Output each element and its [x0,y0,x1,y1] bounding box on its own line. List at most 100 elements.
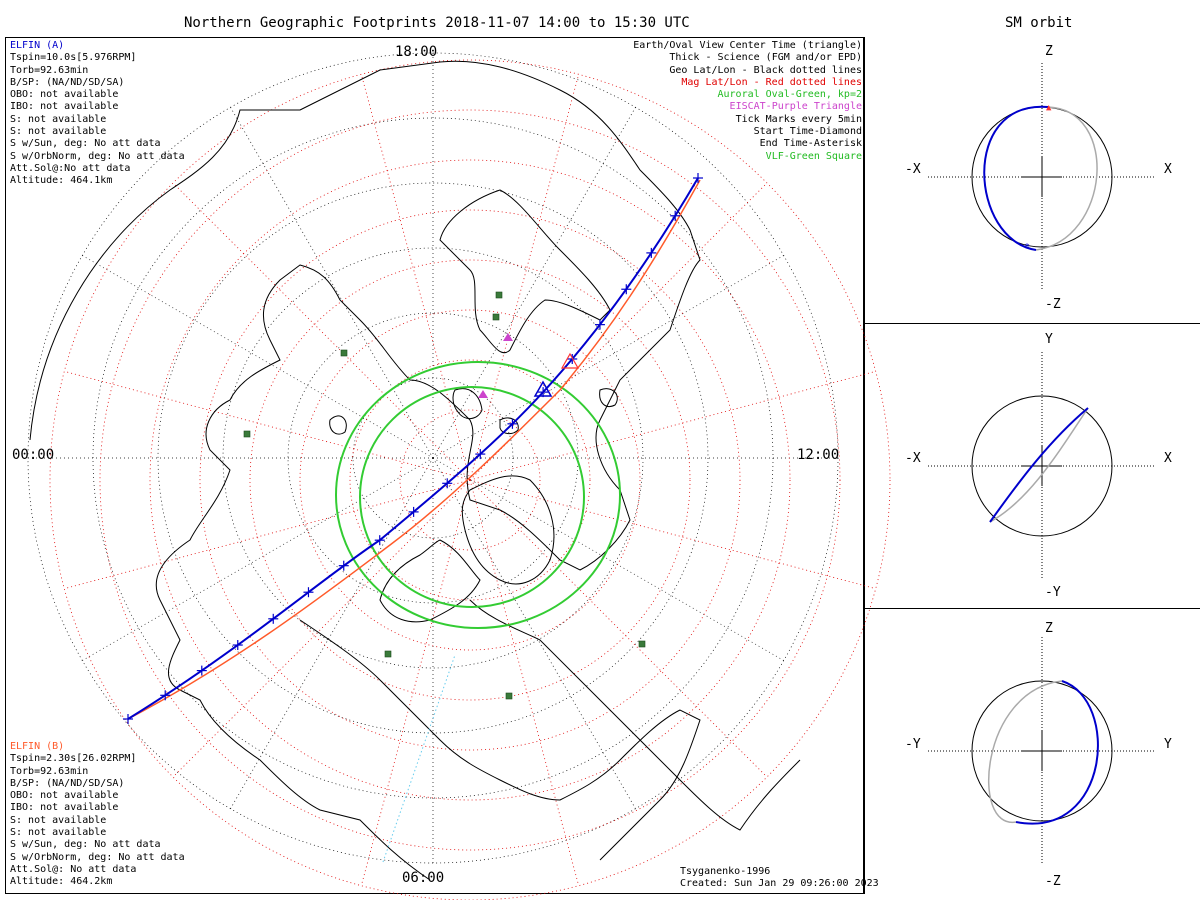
sm2-bottom-label: -Y [1045,585,1061,600]
geo-grid [27,52,839,864]
clock-label-right: 12:00 [797,447,840,463]
vlf-square [492,313,500,321]
mag-meridian [469,370,876,481]
info-line: Att.Sol@:No att data [10,162,131,174]
info-line: Altitude: 464.1km [10,175,113,187]
sm1-top-label: Z [1045,44,1053,59]
vlf-stations [243,291,646,700]
orbit-blue [989,407,1089,523]
map-frame [5,37,864,894]
info-line: S w/OrbNorm, deg: No att data [10,150,185,162]
legend-item: Tick Marks every 5min [735,113,862,125]
info-line: S w/Sun, deg: No att data [10,138,161,150]
geo-meridian [230,107,434,459]
noon-meridian-line [382,654,456,863]
info-line: S: not available [10,113,107,125]
legend-item: EISCAT-Purple Triangle [729,101,862,113]
sm3-left-label: -Y [905,737,921,752]
map-title: Northern Geographic Footprints 2018-11-0… [184,15,690,31]
sm-orbit-title: SM orbit [1005,15,1073,31]
eiscat-triangle [503,333,513,341]
mag-lat-circle [149,159,791,801]
sm2-top-label: Y [1045,332,1053,347]
sm-panel-yz [928,637,1156,865]
clock-label-left: 00:00 [12,447,55,463]
sm3-right-label: Y [1164,737,1172,752]
created-timestamp: Created: Sun Jan 29 09:26:00 2023 [680,878,879,890]
orbit-gray [1035,106,1098,251]
info-line: Tspin=10.0s[5.976RPM] [10,52,137,64]
mag-lat-circle [99,109,841,851]
start-marker: * [1024,242,1030,253]
sm1-bottom-label: -Z [1045,297,1061,312]
mag-meridian [469,74,580,481]
mag-meridian [469,479,580,886]
elfin-b-footprint-track [127,179,701,720]
mag-meridian [64,479,471,590]
info-line: S w/OrbNorm, deg: No att data [10,851,185,863]
mag-lat-circle [249,259,691,701]
info-line: Torb=92.63min [10,64,89,76]
orbit-gray [989,407,1089,523]
mag-meridian [469,479,876,590]
mag-lat-circle [49,59,891,900]
elfin-a-info: ELFIN (A) Tspin=10.0s[5.976RPM] Torb=92.… [10,40,185,188]
auroral-oval-outer [335,361,621,629]
legend-item: Mag Lat/Lon - Red dotted lines [681,76,862,88]
legend-item: Geo Lat/Lon - Black dotted lines [669,64,862,76]
polar-map [27,52,891,900]
mag-lat-circle [399,409,541,551]
sm3-bottom-label: -Z [1045,874,1061,889]
info-line: OBO: not available [10,89,119,101]
geo-lat-circle [222,247,644,669]
legend-item: End Time-Asterisk [759,138,862,150]
clock-label-top: 18:00 [395,44,438,60]
coastlines [29,60,801,881]
info-line: Torb=92.63min [10,765,89,777]
elfin-a-name: ELFIN (A) [10,40,65,51]
orbit-tick-marks [123,173,703,724]
mag-meridian [64,370,471,481]
info-line: S w/Sun, deg: No att data [10,839,161,851]
legend-item: Earth/Oval View Center Time (triangle) [633,40,862,51]
legend-item: VLF-Green Square [765,150,862,162]
coastline-europe [439,189,611,353]
sm-panel-xy [928,352,1156,580]
coastline-islands [329,388,618,435]
geo-meridian [432,457,784,661]
vlf-square [505,692,513,700]
model-name: Tsyganenko-1996 [680,866,771,877]
legend-item: Thick - Science (FGM and/or EPD) [669,52,862,64]
info-line: B/SP: (NA/ND/SD/SA) [10,777,125,789]
sm2-left-label: -X [905,451,921,466]
mag-meridian [172,182,471,481]
legend-item: Start Time-Diamond [753,126,862,138]
info-line: OBO: not available [10,790,119,802]
vlf-square [384,650,392,658]
auroral-oval-inner [359,386,585,608]
coastline-greenland [461,475,555,585]
mag-meridian [172,479,471,778]
mag-grid [49,59,891,900]
vlf-square [243,430,251,438]
elfin-b-info: ELFIN (B) Tspin=2.30s[26.02RPM] Torb=92.… [10,741,185,889]
legend-item: Auroral Oval-Green, kp=2 [717,89,863,101]
geo-lat-circle [157,182,709,734]
sm3-top-label: Z [1045,621,1053,636]
info-line: B/SP: (NA/ND/SD/SA) [10,76,125,88]
map-legend: Earth/Oval View Center Time (triangle) T… [633,40,862,163]
geo-meridian [230,457,434,809]
coastline-americas [299,619,701,861]
view-center-triangle-b [560,352,580,369]
info-line: Altitude: 464.2km [10,876,113,888]
view-center-triangle-a [533,380,553,397]
elfin-b-name: ELFIN (B) [10,741,65,752]
sm-panel-xz: ▲ * [928,63,1156,291]
sm1-right-label: X [1164,162,1172,177]
geo-meridian [432,255,784,459]
orbit-blue [1015,680,1099,825]
coastline-svalbard [452,388,483,419]
info-line: S: not available [10,126,107,138]
orbit-gray [988,680,1063,823]
